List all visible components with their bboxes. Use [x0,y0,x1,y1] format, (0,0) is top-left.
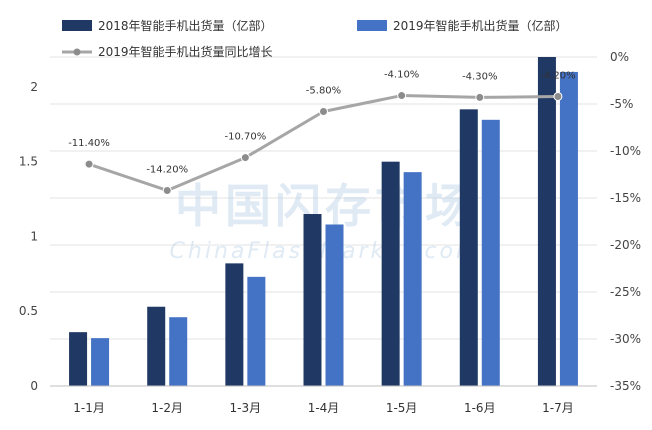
bar-2018 [69,332,88,386]
growth-data-label: -4.30% [462,71,497,82]
x-tick-label: 1-2月 [151,401,183,415]
growth-point [475,92,485,102]
bar-2018 [381,161,400,386]
x-tick-label: 1-6月 [464,401,496,415]
y-right-tick-label: -20% [610,238,641,252]
growth-point [319,107,328,117]
bar-2018 [537,57,556,386]
growth-data-label: -11.40% [68,138,110,149]
growth-data-label: -14.20% [146,164,188,175]
x-tick-label: 1-5月 [386,401,418,415]
x-tick-label: 1-3月 [230,401,262,415]
y-right-tick-label: -5% [610,97,633,111]
growth-data-label: -5.80% [306,86,341,97]
legend-label: 2019年智能手机出货量（亿部） [393,18,568,33]
bar-2019 [559,71,578,387]
growth-point [84,159,94,169]
growth-data-label: -10.70% [224,132,266,143]
legend-item-growth: 2019年智能手机出货量同比增长 [62,44,273,59]
bar-2018 [303,214,322,386]
y-right-tick-label: 0% [610,50,629,64]
legend-label: 2018年智能手机出货量（亿部） [98,18,273,33]
legend-item-2019: 2019年智能手机出货量（亿部） [357,18,568,33]
x-tick-label: 1-1月 [73,401,105,415]
y-right-tick-label: -25% [610,285,641,299]
bar-2019 [481,119,500,387]
legend-swatch [357,20,387,31]
legend-label: 2019年智能手机出货量同比增长 [98,44,273,59]
y-right-tick-label: -35% [610,379,641,393]
bar-2019 [403,172,422,386]
watermark-chinese: 中国闪存市场 [175,179,475,233]
legend-swatch [62,20,92,31]
watermark: 中国闪存市场 ChinaFlashMarket.com [170,179,481,264]
growth-point [162,185,172,195]
growth-line: -11.40% -14.20% -10.70% -5.80% -4.10% -4.30% -… [68,70,576,195]
bar-2019 [169,317,188,386]
bar-2019 [325,224,344,386]
legend-item-2018: 2018年智能手机出货量（亿部） [62,18,273,33]
growth-point [553,91,563,101]
y-left-tick-label: 2 [30,80,38,94]
bar-2018 [459,109,478,386]
bar-2019 [91,338,110,386]
bars [69,57,578,387]
x-tick-label: 1-4月 [308,401,340,415]
y-left-tick-label: 0 [30,379,38,393]
y-left-tick-label: 0.5 [19,304,38,318]
growth-data-label: -4.10% [384,70,419,81]
growth-point [397,91,407,101]
y-left-tick-label: 1 [30,229,38,243]
y-right-tick-label: -30% [610,332,641,346]
gridlines [50,56,597,387]
bar-2018 [225,263,244,386]
x-tick-label: 1-7月 [542,401,574,415]
bar-2019 [247,276,266,386]
y-right-tick-label: -15% [610,191,641,205]
watermark-english: ChinaFlashMarket.com [170,239,481,264]
legend: 2018年智能手机出货量（亿部） 2019年智能手机出货量（亿部） 2019年智能手… [62,18,568,59]
growth-data-label: -4.20% [540,70,575,81]
growth-point [240,153,250,163]
bar-2018 [147,306,166,386]
axes: 0 0.5 1 1.5 2 0% -5% -10% -15% -20% -25% -30% -35% 1-… [19,50,641,415]
y-left-tick-label: 1.5 [19,155,38,169]
y-right-tick-label: -10% [610,144,641,158]
legend-marker [73,48,81,56]
